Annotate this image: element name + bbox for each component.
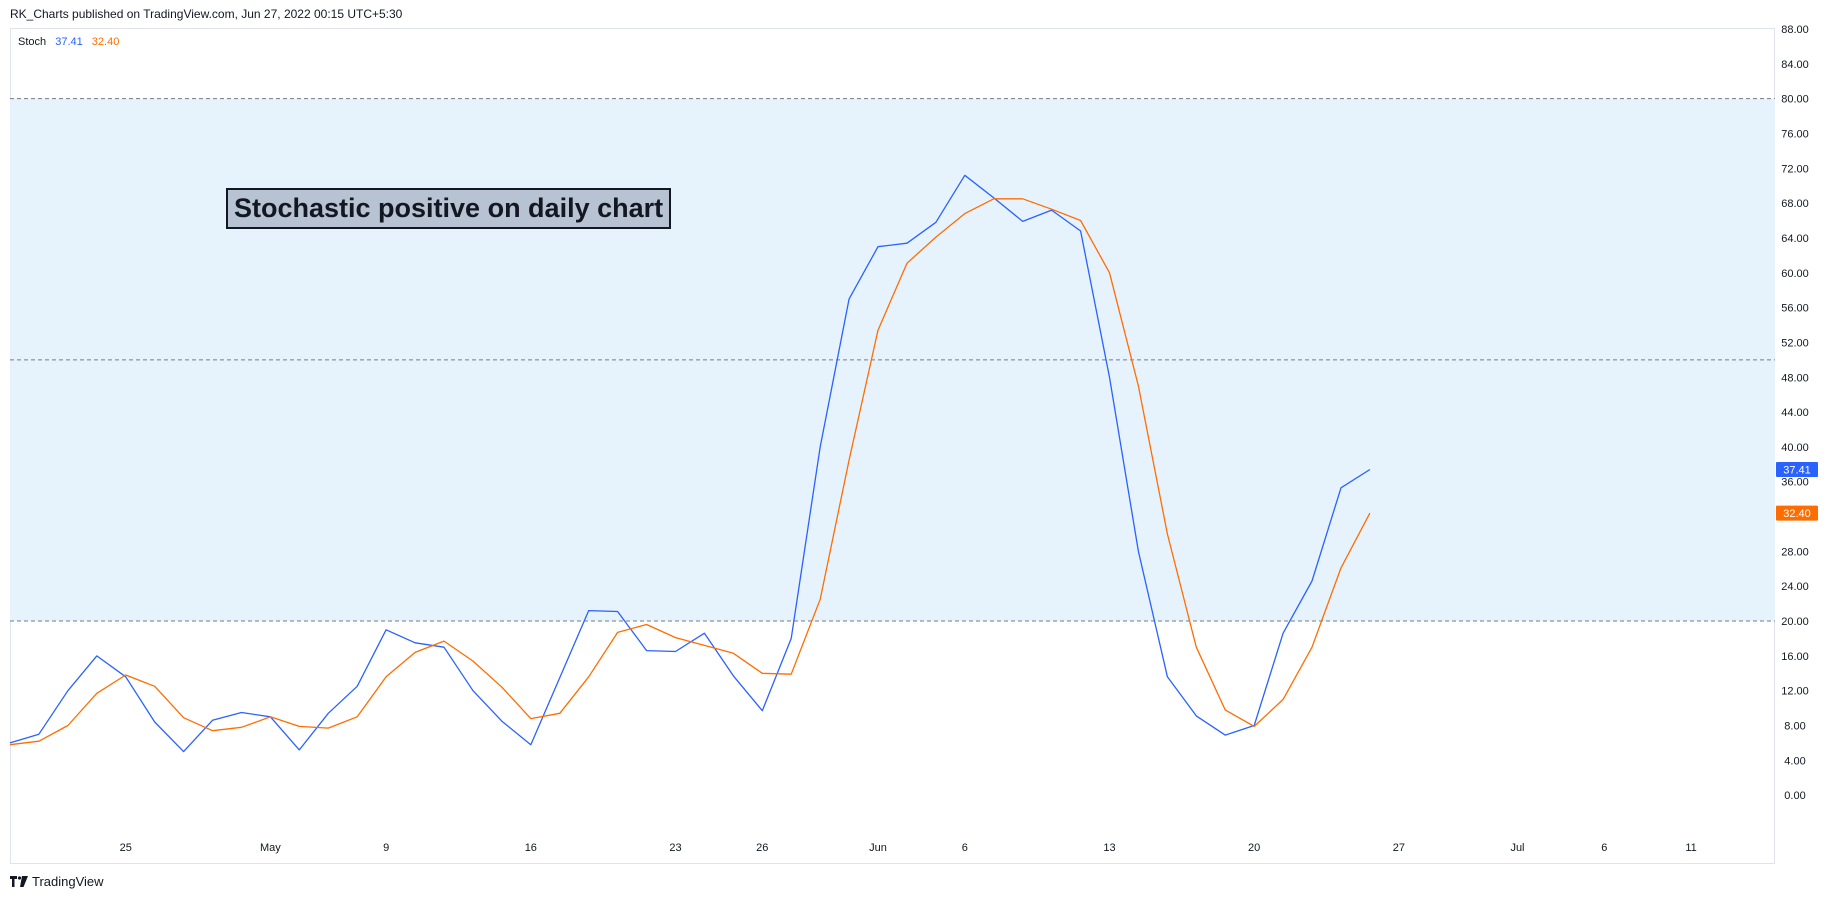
k-value-badge <box>1776 462 1818 477</box>
y-tick-label: 24.00 <box>1781 581 1809 593</box>
k-value-badge-label: 37.41 <box>1783 464 1811 476</box>
y-tick-label: 72.00 <box>1781 163 1809 175</box>
y-tick-label: 76.00 <box>1781 128 1809 140</box>
chart-frame[interactable] <box>10 28 1775 864</box>
y-tick-label: 28.00 <box>1781 546 1809 558</box>
indicator-legend[interactable]: Stoch 37.41 32.40 <box>18 36 119 48</box>
y-tick-label: 88.00 <box>1781 24 1809 36</box>
footer-brand-label: TradingView <box>32 874 104 889</box>
y-tick-label: 0.00 <box>1784 790 1805 802</box>
legend-k-value: 37.41 <box>55 36 83 48</box>
y-tick-label: 56.00 <box>1781 303 1809 315</box>
tradingview-brand[interactable]: TradingView <box>10 874 104 889</box>
chart-annotation[interactable]: Stochastic positive on daily chart <box>226 188 671 229</box>
d-value-badge <box>1776 506 1818 521</box>
y-tick-label: 64.00 <box>1781 233 1809 245</box>
tradingview-logo-icon <box>10 876 28 887</box>
y-tick-label: 84.00 <box>1781 59 1809 71</box>
y-tick-label: 20.00 <box>1781 616 1809 628</box>
y-tick-label: 8.00 <box>1784 721 1805 733</box>
legend-d-value: 32.40 <box>92 36 120 48</box>
y-axis: 88.00 84.00 80.00 76.00 72.00 68.00 64.00 60.00… <box>1781 24 1809 802</box>
y-tick-label: 32.00 <box>1781 512 1809 524</box>
y-tick-label: 60.00 <box>1781 268 1809 280</box>
d-value-badge-label: 32.40 <box>1783 508 1811 520</box>
y-tick-label: 80.00 <box>1781 94 1809 106</box>
last-value-badges: 37.41 32.40 <box>1776 462 1818 521</box>
y-tick-label: 52.00 <box>1781 337 1809 349</box>
y-tick-label: 44.00 <box>1781 407 1809 419</box>
y-tick-label: 36.00 <box>1781 477 1809 489</box>
y-tick-label: 68.00 <box>1781 198 1809 210</box>
y-tick-label: 12.00 <box>1781 686 1809 698</box>
legend-indicator-name: Stoch <box>18 36 46 48</box>
y-tick-label: 4.00 <box>1784 755 1805 767</box>
y-tick-label: 40.00 <box>1781 442 1809 454</box>
y-tick-label: 48.00 <box>1781 372 1809 384</box>
publisher-line: RK_Charts published on TradingView.com, … <box>10 7 402 21</box>
y-tick-label: 16.00 <box>1781 651 1809 663</box>
